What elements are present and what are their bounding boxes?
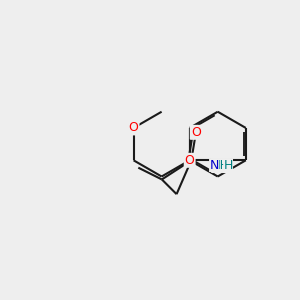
- Text: N: N: [209, 159, 219, 172]
- Text: O: O: [191, 126, 201, 139]
- Text: O: O: [129, 122, 139, 134]
- Text: NH: NH: [212, 159, 230, 172]
- Text: O: O: [185, 154, 195, 167]
- Text: H: H: [224, 159, 233, 172]
